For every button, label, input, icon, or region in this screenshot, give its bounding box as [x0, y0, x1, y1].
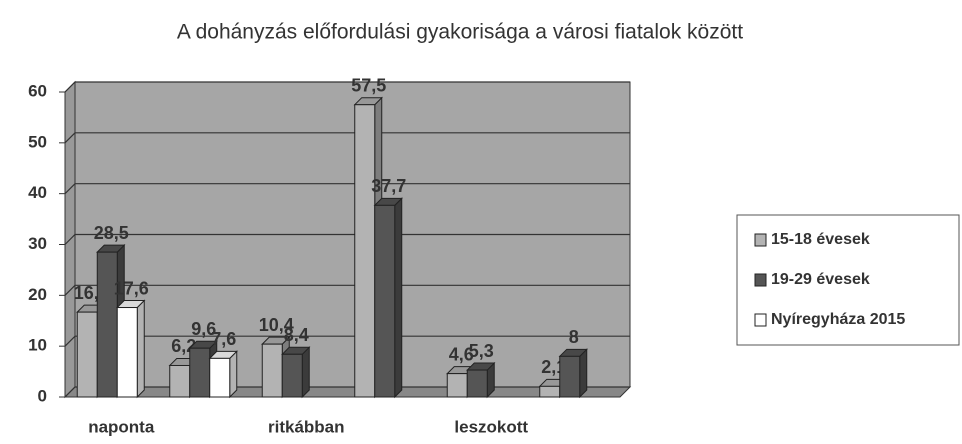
bar-side: [579, 348, 588, 399]
bar-front: [169, 364, 191, 398]
grid-line: [64, 335, 630, 347]
bar-front: [261, 343, 283, 398]
data-label: 8: [569, 327, 579, 347]
bar-front: [116, 307, 138, 398]
legend-label: 19-29 évesek: [771, 271, 870, 288]
bar-front: [354, 104, 376, 398]
bar: [116, 299, 146, 399]
bar-side: [229, 350, 238, 399]
data-label: 17,6: [114, 278, 149, 298]
bar-front: [539, 385, 561, 398]
bar: [281, 346, 311, 399]
grid-line: [64, 81, 630, 93]
x-tick-label: ritkábban: [268, 417, 345, 436]
bar-front: [559, 355, 581, 398]
legend-swatch: [754, 273, 767, 287]
bar-front: [281, 353, 303, 398]
data-label: 5,3: [469, 341, 494, 361]
bar-side: [136, 299, 145, 399]
bar-front: [446, 373, 468, 398]
data-label: 10,4: [259, 315, 294, 335]
bar-front: [76, 311, 98, 398]
data-label: 7,6: [211, 329, 236, 349]
data-label: 37,7: [371, 176, 406, 196]
y-tick-label: 50: [28, 132, 47, 151]
y-tick-label: 40: [28, 183, 47, 202]
bar: [373, 197, 403, 399]
bar: [558, 348, 588, 399]
grid-line: [64, 233, 630, 245]
grid-line: [64, 284, 630, 296]
grid-line: [64, 386, 630, 398]
bar-front: [189, 347, 211, 398]
legend-swatch: [754, 233, 767, 247]
data-label: 57,5: [351, 75, 386, 95]
bar: [96, 243, 126, 399]
data-label: 8,4: [284, 325, 309, 345]
data-label: 9,6: [191, 319, 216, 339]
bar-front: [466, 369, 488, 398]
legend-box: [736, 214, 960, 346]
data-label: 4,6: [449, 344, 474, 364]
y-tick-label: 20: [28, 285, 47, 304]
y-tick-label: 30: [28, 234, 47, 253]
data-label: 28,5: [94, 223, 129, 243]
bar: [466, 361, 496, 399]
grid-line: [64, 132, 630, 144]
x-tick-label: naponta: [88, 417, 155, 436]
x-tick-label: leszokott: [454, 417, 528, 436]
y-tick-label: 60: [28, 81, 47, 100]
legend-label: Nyíregyháza 2015: [771, 311, 905, 328]
legend-swatch: [754, 313, 767, 327]
y-tick-label: 10: [28, 336, 47, 355]
grid-line: [64, 183, 630, 195]
bar-side: [301, 346, 310, 399]
legend-label: 15-18 évesek: [771, 231, 870, 248]
chart-title: A dohányzás előfordulási gyakorisága a v…: [177, 21, 743, 44]
bar-front: [209, 357, 231, 398]
bar-front: [96, 251, 118, 398]
bar-side: [394, 197, 403, 399]
bar-front: [374, 204, 396, 398]
bar: [208, 350, 238, 399]
y-tick-label: 0: [38, 386, 47, 405]
